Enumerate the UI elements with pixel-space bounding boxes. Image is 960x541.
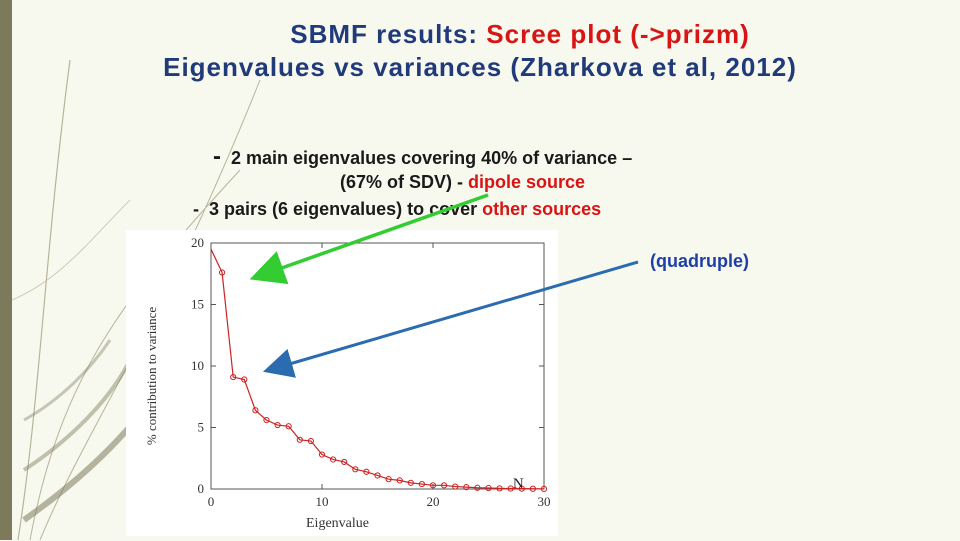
data-point <box>529 485 536 492</box>
data-point <box>363 468 370 475</box>
data-point <box>485 484 492 492</box>
data-point <box>507 485 514 492</box>
data-point <box>396 477 403 484</box>
data-point <box>441 482 448 489</box>
scree-plot-svg: 0 10 20 30 0 5 10 15 20 Eigenvalue % contribution … <box>144 235 551 531</box>
data-point <box>518 485 525 492</box>
data-point <box>352 466 359 473</box>
x-tick-label: 20 <box>427 494 440 509</box>
series-line <box>210 248 545 490</box>
bullet-2: - 3 pairs (6 eigenvalues) to cover other… <box>193 199 602 219</box>
left-accent-band <box>0 0 12 540</box>
y-tick-label: 0 <box>198 481 205 496</box>
title-line-1: SBMF results: Scree plot (->prizm) <box>290 19 750 49</box>
data-point <box>496 485 503 492</box>
data-point <box>385 476 392 483</box>
x-tick-label: 10 <box>316 494 329 509</box>
y-tick-label: 5 <box>198 420 205 435</box>
data-point <box>318 451 326 458</box>
y-tick-label: 20 <box>191 235 204 250</box>
data-point <box>252 407 259 414</box>
y-axis-label: % contribution to variance <box>144 307 159 445</box>
bullet-1-continuation: (67% of SDV) - dipole source <box>340 172 586 192</box>
slide-title: SBMF results: Scree plot (->prizm) Eigen… <box>130 18 830 84</box>
bullet-1: - 2 main eigenvalues covering 40% of var… <box>213 143 633 170</box>
data-point <box>540 485 548 492</box>
data-point <box>407 479 414 486</box>
data-point <box>374 472 381 479</box>
data-point <box>330 456 337 463</box>
y-tick-label: 15 <box>191 297 204 312</box>
y-tick-label: 10 <box>191 358 204 373</box>
data-point <box>241 376 248 383</box>
data-point <box>452 483 459 490</box>
data-point <box>418 480 425 488</box>
data-point <box>307 437 314 445</box>
data-point <box>474 484 481 491</box>
data-point <box>429 482 437 489</box>
plot-frame <box>210 242 545 490</box>
x-axis-label: Eigenvalue <box>306 516 369 531</box>
data-point <box>341 458 348 466</box>
data-point <box>296 436 303 443</box>
title-line-2: Eigenvalues vs variances (Zharkova et al… <box>163 52 797 82</box>
data-point <box>274 421 281 429</box>
x-tick-label: 0 <box>208 494 215 509</box>
data-point <box>230 373 237 381</box>
x-tick-label: 30 <box>538 494 551 509</box>
data-point <box>463 484 470 491</box>
data-point <box>263 417 270 424</box>
data-point <box>285 423 292 430</box>
scree-plot: 0 10 20 30 0 5 10 15 20 Eigenvalue % contribution … <box>126 230 558 536</box>
data-point <box>219 269 226 276</box>
side-note-quadruple: (quadruple) <box>650 251 749 271</box>
annotation-label: N <box>513 476 524 492</box>
